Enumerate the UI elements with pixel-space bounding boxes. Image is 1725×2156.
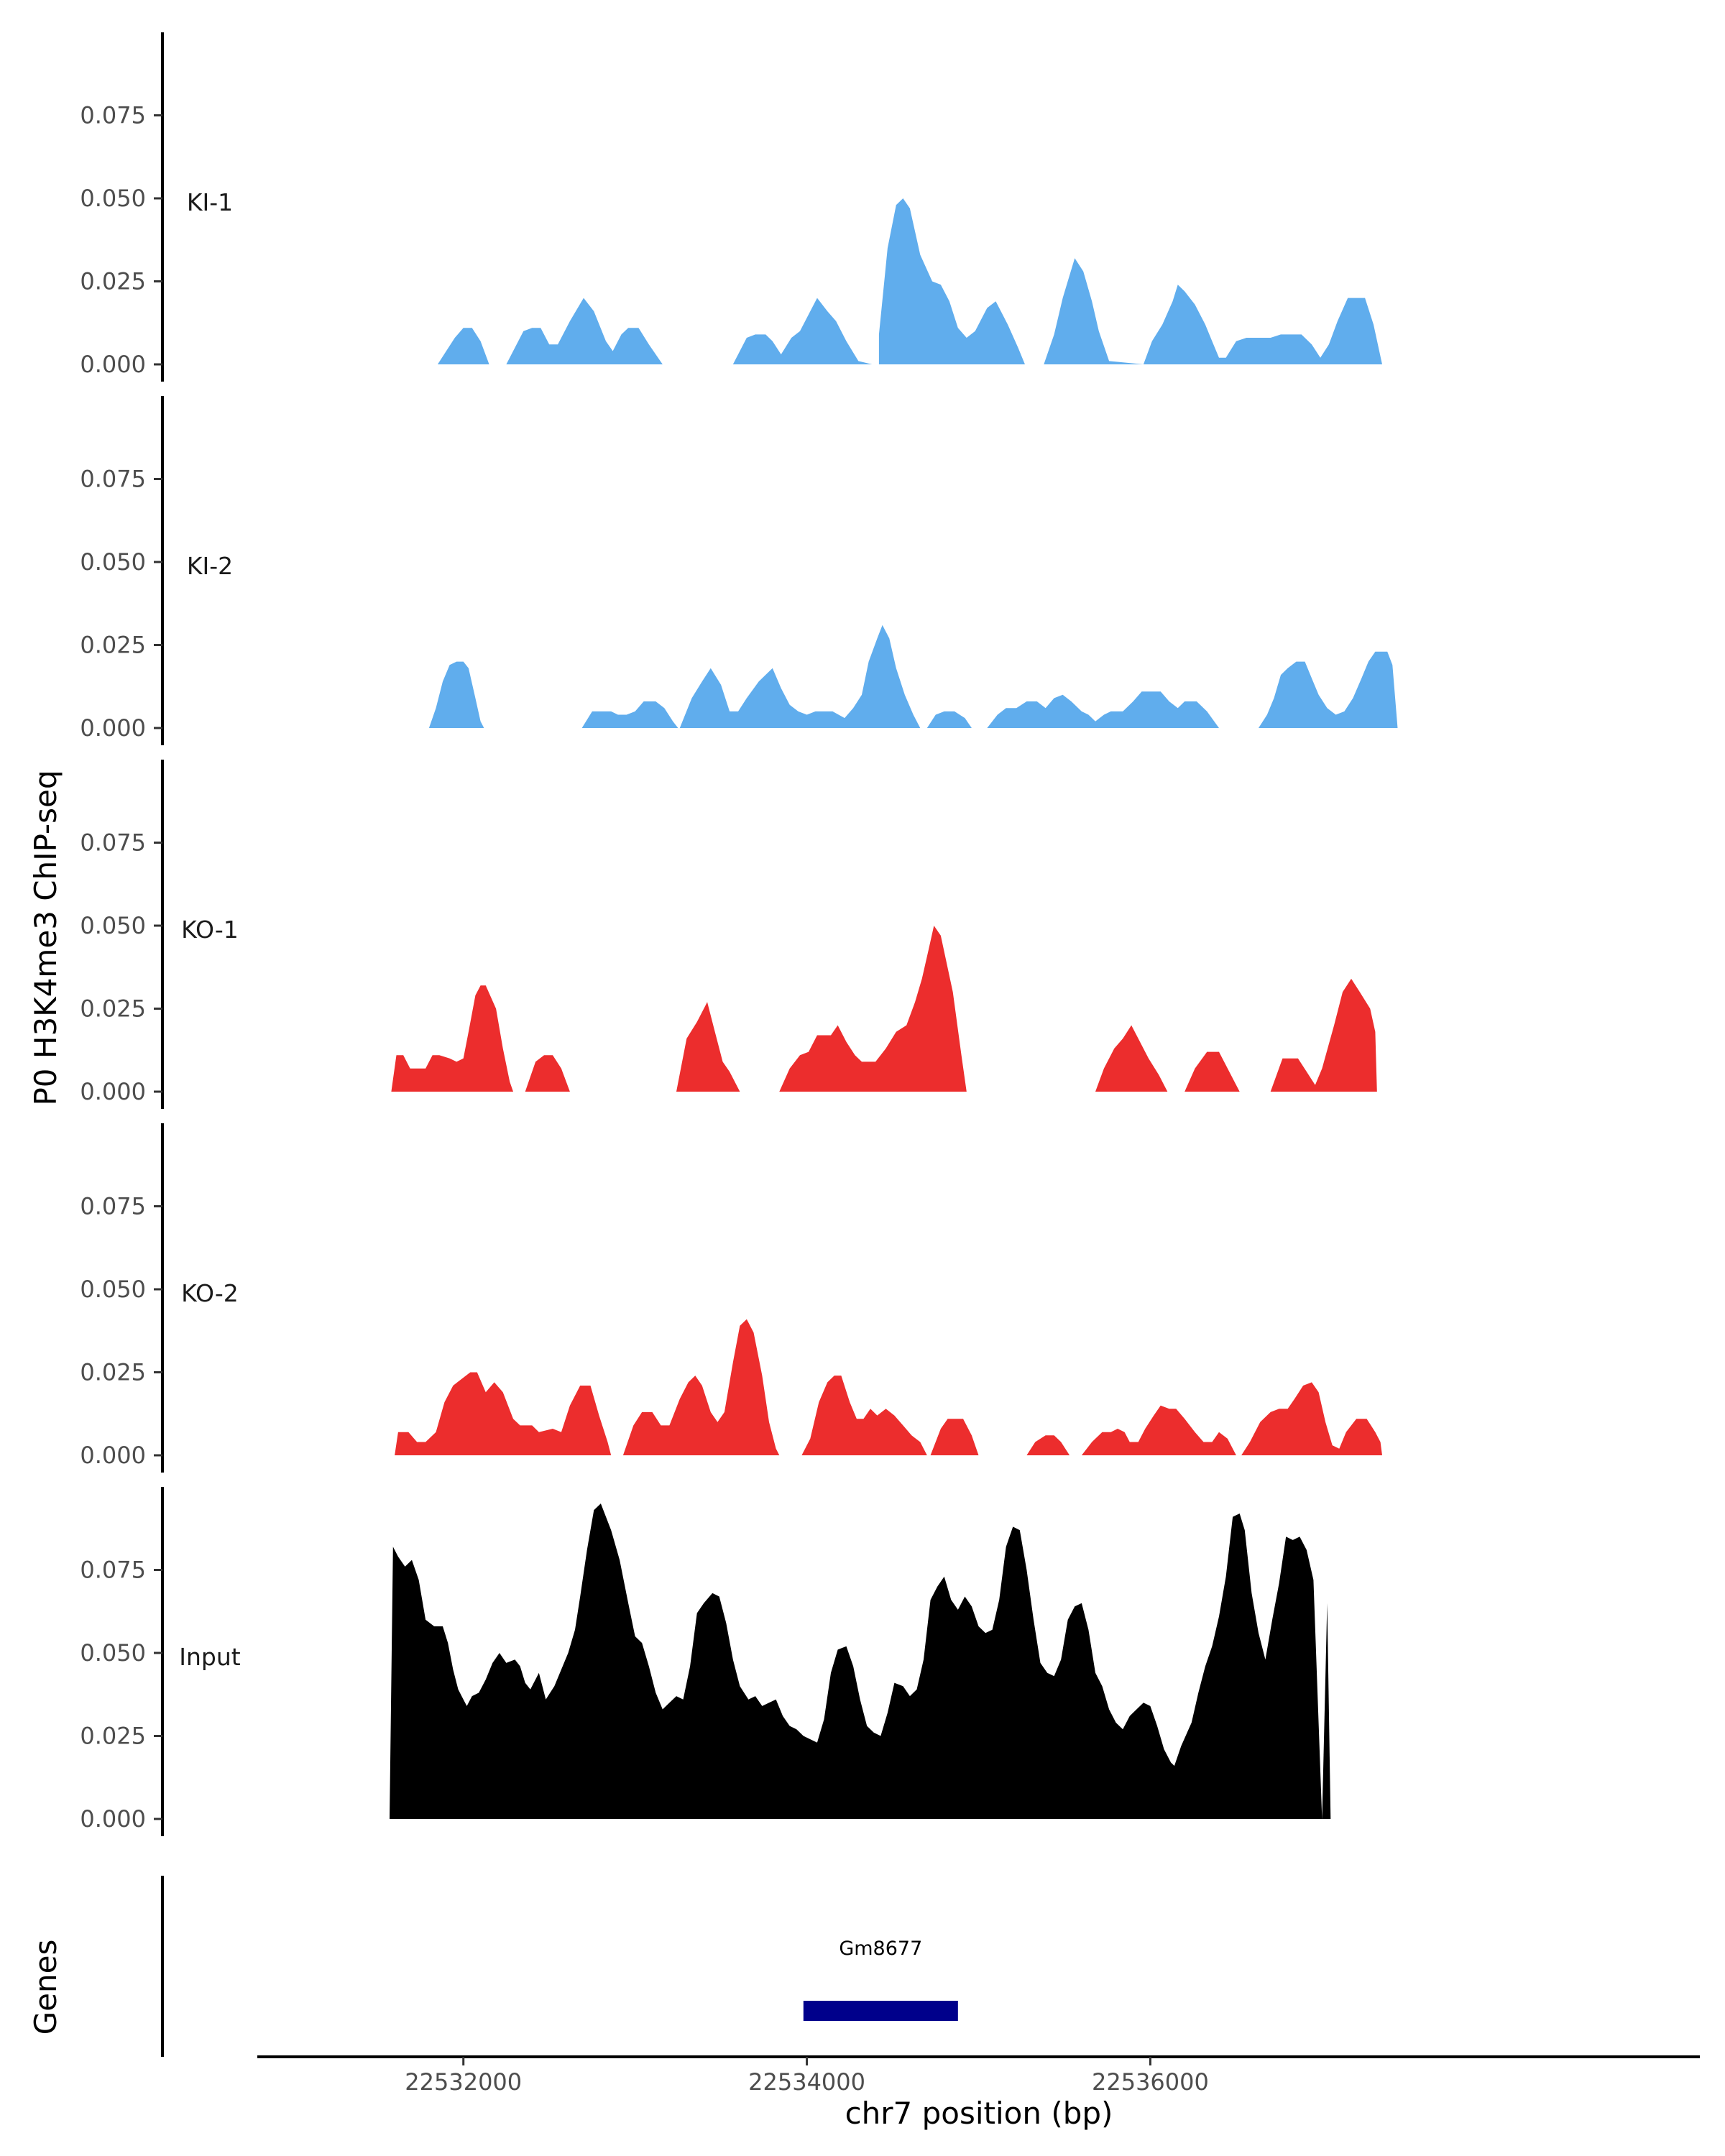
y-tick-label: 0.000 (80, 351, 146, 378)
signal-area (1184, 1051, 1240, 1092)
signal-area (1259, 651, 1398, 728)
signal-area (801, 1376, 927, 1455)
signal-area (525, 1055, 570, 1092)
track-ko-2: 0.000 0.025 0.050 0.075 KO-2 (80, 1123, 1382, 1473)
track-ki-1: 0.000 0.025 0.050 0.075 KI-1 (80, 32, 1382, 382)
y-tick-label: 0.000 (80, 714, 146, 742)
signal-area (1322, 1603, 1331, 1819)
y-tick-label: 0.025 (80, 1723, 146, 1750)
y-tick-label: 0.000 (80, 1078, 146, 1105)
track-ko-1: 0.000 0.025 0.050 0.075 KO-1 (80, 760, 1377, 1109)
signal-area (926, 711, 972, 728)
track-label: KI-1 (187, 188, 233, 216)
signal-area (1241, 1382, 1382, 1455)
signal-area (1081, 1405, 1236, 1455)
y-tick-label: 0.075 (80, 466, 146, 493)
track-label: KI-2 (187, 552, 233, 580)
signal-area (428, 661, 484, 728)
signal-area (437, 328, 489, 364)
x-axis-title: chr7 position (bp) (845, 2096, 1113, 2131)
x-axis: 22532000 22534000 22536000 (257, 2055, 1700, 2096)
y-tick-label: 0.075 (80, 102, 146, 129)
y-tick-label: 0.025 (80, 995, 146, 1023)
track-ki-2: 0.000 0.025 0.050 0.075 KI-2 (80, 396, 1398, 745)
x-tick-label: 22534000 (748, 2068, 865, 2096)
track-label: KO-2 (181, 1279, 239, 1307)
x-tick-label: 22536000 (1092, 2068, 1209, 2096)
signal-area (676, 1002, 740, 1092)
y-tick-label: 0.075 (80, 1557, 146, 1584)
signal-area (987, 691, 1219, 728)
signal-area (581, 701, 678, 728)
y-tick-label: 0.000 (80, 1442, 146, 1469)
y-tick-label: 0.050 (80, 1639, 146, 1667)
track-label: KO-1 (181, 916, 239, 944)
y-tick-label: 0.050 (80, 548, 146, 576)
y-tick-label: 0.025 (80, 1359, 146, 1386)
y-tick-label: 0.050 (80, 185, 146, 212)
gene-label: Gm8677 (839, 1938, 922, 1960)
y-tick-label: 0.025 (80, 268, 146, 295)
signal-area (779, 926, 967, 1092)
signal-area (391, 985, 513, 1092)
y-tick-label: 0.075 (80, 829, 146, 857)
signal-area (395, 1372, 612, 1455)
y-tick-label: 0.000 (80, 1805, 146, 1833)
signal-area (679, 625, 921, 728)
signal-area (930, 1419, 979, 1455)
y-axis-title: P0 H3K4me3 ChIP-seq (28, 770, 63, 1105)
signal-area (390, 1503, 1322, 1819)
signal-area (622, 1319, 780, 1455)
gene-bar (803, 2001, 958, 2021)
signal-area (1026, 1435, 1070, 1455)
gene-panel: Gm8677 (161, 1876, 958, 2057)
signal-area (1270, 978, 1377, 1092)
signal-area (878, 198, 1382, 364)
y-tick-label: 0.050 (80, 912, 146, 939)
tracks: 0.0000.0250.0500.075KI-10.0000.0250.0500… (80, 32, 1398, 1836)
track-input: 0.000 0.025 0.050 0.075 Input (80, 1487, 1331, 1836)
signal-area (506, 298, 663, 364)
signal-area (732, 298, 873, 364)
y-tick-label: 0.075 (80, 1193, 146, 1220)
signal-area (1095, 1025, 1168, 1092)
genes-axis-title: Genes (28, 1940, 63, 2035)
track-label: Input (179, 1643, 241, 1671)
x-tick-label: 22532000 (405, 2068, 522, 2096)
y-tick-label: 0.025 (80, 632, 146, 659)
y-tick-label: 0.050 (80, 1276, 146, 1303)
